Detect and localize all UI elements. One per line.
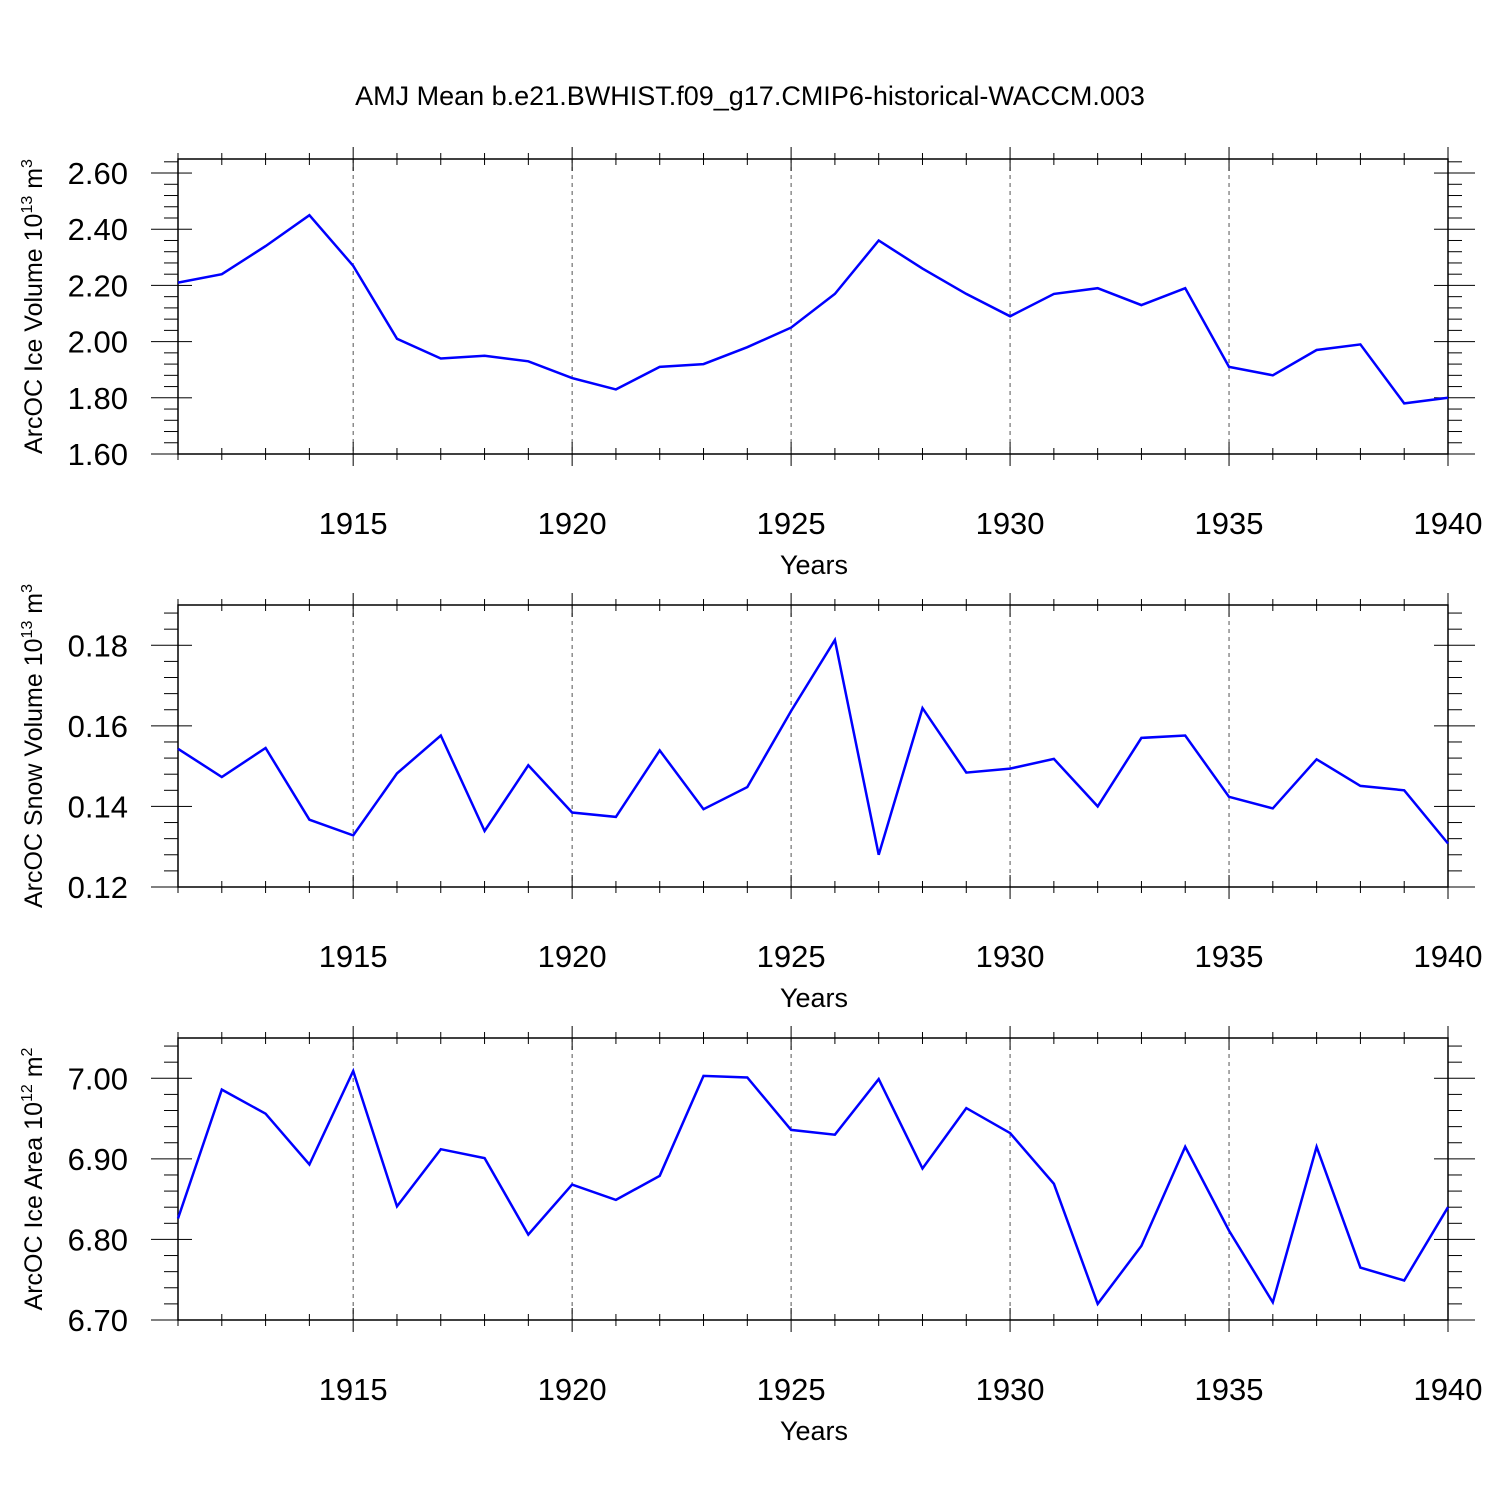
y-tick-label: 7.00	[68, 1061, 128, 1096]
x-tick-label: 1940	[1414, 506, 1483, 541]
x-tick-label: 1920	[538, 939, 607, 974]
y-tick-label: 2.00	[68, 325, 128, 360]
series-line	[176, 1067, 1450, 1307]
x-tick-label: 1915	[319, 506, 388, 541]
y-tick-label: 0.16	[68, 709, 128, 744]
x-tick-label: 1920	[538, 506, 607, 541]
x-axis-label: Years	[780, 1416, 848, 1446]
x-tick-label: 1925	[757, 1372, 826, 1407]
x-axis-label: Years	[780, 983, 848, 1013]
y-tick-label: 1.80	[68, 381, 128, 416]
x-tick-label: 1930	[976, 1372, 1045, 1407]
x-tick-label: 1930	[976, 939, 1045, 974]
y-tick-label: 2.60	[68, 156, 128, 191]
panel-3: 6.70 6.80 6.90 7.00 1915 1920 1925 1930 1935 1940…	[19, 1026, 1482, 1446]
x-tick-label: 1915	[319, 1372, 388, 1407]
x-tick-label: 1935	[1195, 939, 1264, 974]
x-tick-label: 1915	[319, 939, 388, 974]
y-tick-label: 2.40	[68, 212, 128, 247]
x-axis-label: Years	[780, 550, 848, 580]
x-tick-label: 1930	[976, 506, 1045, 541]
y-axis-label: ArcOC Ice Volume 1013 m3	[19, 159, 48, 454]
y-tick-label: 1.60	[68, 437, 128, 472]
y-tick-label: 6.80	[68, 1222, 128, 1257]
x-tick-label: 1935	[1195, 1372, 1264, 1407]
x-tick-label: 1925	[757, 506, 826, 541]
x-tick-label: 1920	[538, 1372, 607, 1407]
panel-2: 0.12 0.14 0.16 0.18 1915 1920 1925 1930 1935 1940…	[19, 584, 1482, 1013]
y-axis-label: ArcOC Snow Volume 1013 m3	[19, 584, 48, 908]
y-tick-label: 0.14	[68, 789, 128, 824]
x-tick-label: 1940	[1414, 939, 1483, 974]
panel-1: 1.60 1.80 2.00 2.20 2.40 2.60 1915 1920 1925 1930…	[19, 147, 1482, 580]
y-tick-label: 0.12	[68, 870, 128, 905]
x-tick-label: 1925	[757, 939, 826, 974]
y-tick-label: 6.90	[68, 1142, 128, 1177]
plot-frame	[177, 1037, 1449, 1321]
plot-frame	[177, 158, 1449, 455]
y-tick-label: 6.70	[68, 1303, 128, 1338]
y-tick-label: 2.20	[68, 268, 128, 303]
series-line	[177, 213, 1449, 405]
y-tick-label: 0.18	[68, 628, 128, 663]
panels: 1.60 1.80 2.00 2.20 2.40 2.60 1915 1920 1925 1930…	[19, 147, 1482, 1446]
y-axis-label: ArcOC Ice Area 1012 m2	[19, 1047, 48, 1310]
x-tick-label: 1935	[1195, 506, 1264, 541]
plot-frame	[177, 604, 1449, 888]
series-line	[177, 636, 1449, 856]
figure-title: AMJ Mean b.e21.BWHIST.f09_g17.CMIP6-hist…	[355, 81, 1145, 111]
x-tick-label: 1940	[1414, 1372, 1483, 1407]
